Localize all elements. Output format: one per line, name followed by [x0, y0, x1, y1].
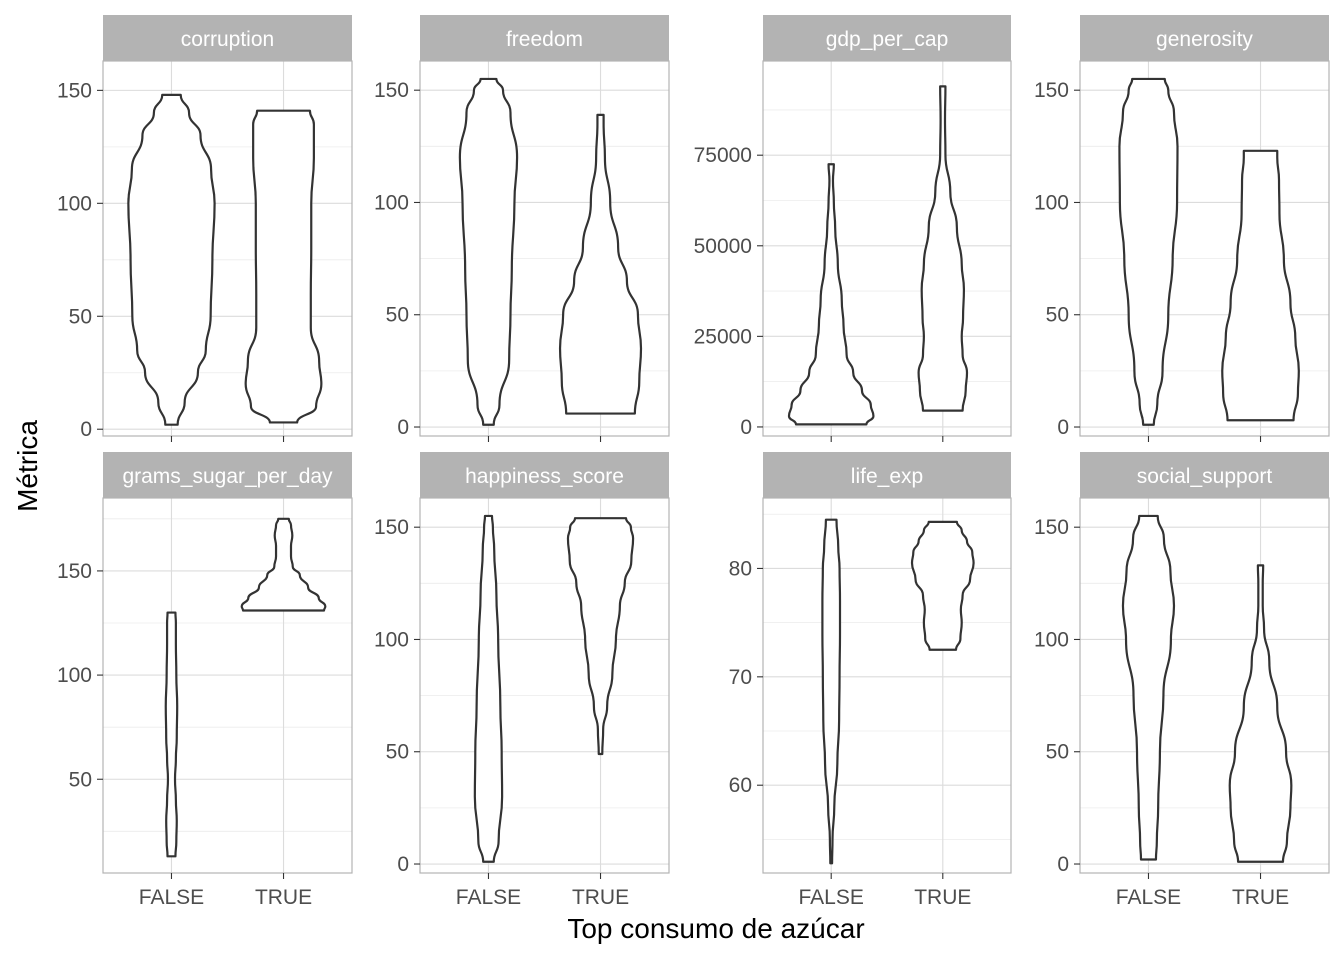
- panel-background: [1080, 498, 1329, 873]
- y-tick-label: 50: [386, 741, 409, 764]
- facet-panel-social-support: social_support 0 50 100 150 FALSE TRUE: [1034, 452, 1330, 909]
- violin-true: [1221, 149, 1300, 422]
- facet-panel-life-exp: life_exp 60 70 80 FALSE TRUE: [729, 452, 1012, 909]
- y-tick-label: 50: [69, 305, 92, 328]
- strip-background: [103, 452, 352, 498]
- y-tick-label: 50: [386, 304, 409, 327]
- violin-false: [458, 77, 519, 426]
- y-tick-label: 50000: [694, 235, 752, 258]
- violin-true: [244, 109, 323, 424]
- violin-false: [1121, 514, 1176, 861]
- strip-background: [420, 15, 669, 61]
- x-tick-label: TRUE: [914, 886, 971, 909]
- violin-false: [1118, 77, 1179, 426]
- x-tick-label: TRUE: [1232, 886, 1289, 909]
- strip-label: grams_sugar_per_day: [122, 465, 333, 488]
- panel-background: [763, 498, 1011, 873]
- y-tick-label: 0: [80, 418, 92, 441]
- y-tick-label: 100: [1034, 628, 1069, 651]
- violin-true: [240, 517, 327, 612]
- y-tick-label: 150: [374, 516, 409, 539]
- strip-label: corruption: [181, 28, 274, 51]
- strip-background: [103, 15, 352, 61]
- strip-label: social_support: [1137, 465, 1273, 488]
- strip-background: [763, 15, 1011, 61]
- violin-true: [917, 85, 969, 412]
- strip-background: [1080, 15, 1329, 61]
- violin-true: [558, 113, 643, 415]
- y-tick-label: 150: [1034, 516, 1069, 539]
- facet-panels: corruption 0 50 100 150 freedom 0 50 100 150 gdp_p…: [57, 15, 1330, 909]
- y-tick-label: 0: [1057, 853, 1069, 876]
- y-tick-label: 80: [729, 557, 752, 580]
- y-tick-label: 100: [57, 664, 92, 687]
- y-tick-label: 70: [729, 666, 752, 689]
- violin-false: [787, 163, 875, 426]
- strip-label: freedom: [506, 28, 583, 51]
- facet-panel-happiness-score: happiness_score 0 50 100 150 FALSE TRUE: [374, 452, 670, 909]
- facet-panel-gdp-per-cap: gdp_per_cap 0 25000 50000 75000: [694, 15, 1012, 442]
- violin-false: [127, 93, 216, 426]
- violin-false: [821, 518, 842, 865]
- y-tick-label: 0: [1057, 416, 1069, 439]
- y-tick-label: 150: [374, 79, 409, 102]
- y-tick-label: 150: [57, 79, 92, 102]
- violin-false: [473, 514, 504, 863]
- violin-false: [164, 611, 179, 858]
- y-tick-label: 0: [740, 416, 752, 439]
- x-tick-label: FALSE: [799, 886, 864, 909]
- y-tick-label: 100: [374, 628, 409, 651]
- y-tick-label: 0: [397, 853, 409, 876]
- y-tick-label: 100: [1034, 191, 1069, 214]
- facet-panel-freedom: freedom 0 50 100 150: [374, 15, 670, 442]
- x-axis-title: Top consumo de azúcar: [567, 913, 864, 944]
- facet-panel-corruption: corruption 0 50 100 150: [57, 15, 353, 442]
- strip-label: gdp_per_cap: [826, 28, 949, 51]
- x-tick-label: FALSE: [139, 886, 204, 909]
- strip-background: [763, 452, 1011, 498]
- x-tick-label: TRUE: [255, 886, 312, 909]
- violin-true: [910, 520, 975, 651]
- strip-background: [420, 452, 669, 498]
- strip-label: generosity: [1156, 28, 1253, 51]
- x-tick-label: FALSE: [456, 886, 521, 909]
- y-axis-title: Métrica: [12, 420, 43, 512]
- y-tick-label: 100: [57, 192, 92, 215]
- y-tick-label: 60: [729, 774, 752, 797]
- y-tick-label: 100: [374, 191, 409, 214]
- y-tick-label: 150: [57, 560, 92, 583]
- panel-background: [763, 61, 1011, 436]
- y-tick-label: 0: [397, 416, 409, 439]
- y-tick-label: 75000: [694, 144, 752, 167]
- facet-panel-grams-sugar-per-day: grams_sugar_per_day 50 100 150 FALSE TRUE: [57, 452, 353, 909]
- strip-background: [1080, 452, 1329, 498]
- y-tick-label: 50: [1046, 741, 1069, 764]
- violin-true: [1228, 564, 1293, 863]
- panel-background: [103, 498, 352, 873]
- y-tick-label: 25000: [694, 325, 752, 348]
- y-tick-label: 50: [1046, 304, 1069, 327]
- x-tick-label: TRUE: [572, 886, 629, 909]
- strip-label: life_exp: [851, 465, 923, 488]
- violin-true: [566, 517, 635, 756]
- y-tick-label: 50: [69, 768, 92, 791]
- x-tick-label: FALSE: [1116, 886, 1181, 909]
- facet-panel-generosity: generosity 0 50 100 150: [1034, 15, 1330, 442]
- strip-label: happiness_score: [465, 465, 624, 488]
- y-tick-label: 150: [1034, 79, 1069, 102]
